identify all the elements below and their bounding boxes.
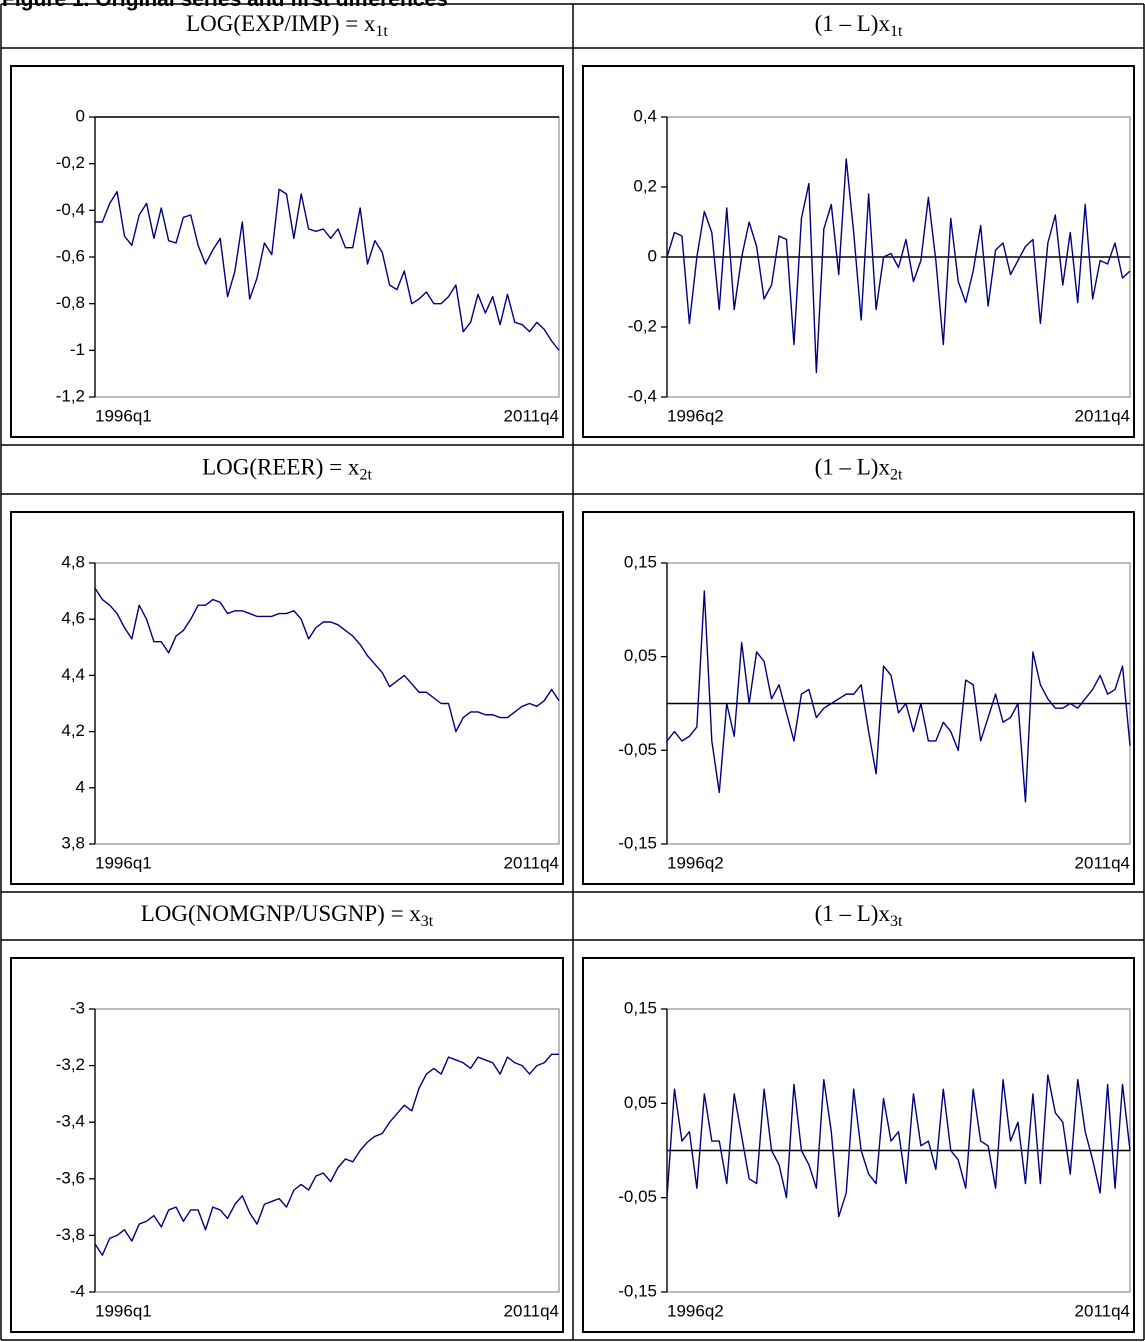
y-tick-label: -0,4 bbox=[628, 386, 657, 405]
y-tick-label: -0,2 bbox=[628, 316, 657, 335]
y-tick-label: 4,2 bbox=[61, 721, 85, 740]
header-text: LOG(EXP/IMP) = x bbox=[186, 11, 376, 36]
x-tick-label: 1996q1 bbox=[95, 1301, 152, 1320]
header-text: (1 – L)x bbox=[815, 901, 891, 926]
series-line bbox=[95, 188, 560, 351]
y-tick-label: 0 bbox=[648, 246, 657, 265]
y-tick-label: -0,2 bbox=[56, 153, 85, 172]
y-tick-label: -4 bbox=[70, 1281, 85, 1300]
y-tick-label: 0,15 bbox=[624, 998, 657, 1017]
header-subscript: 1t bbox=[890, 23, 903, 40]
y-tick-label: -3,4 bbox=[56, 1112, 85, 1131]
y-tick-label: -0,6 bbox=[56, 246, 85, 265]
y-tick-label: 0 bbox=[76, 106, 85, 125]
header-text: LOG(NOMGNP/USGNP) = x bbox=[141, 901, 422, 926]
x-tick-label: 1996q2 bbox=[667, 1301, 724, 1320]
y-tick-label: 3,8 bbox=[61, 833, 85, 852]
header-subscript: 1t bbox=[375, 23, 388, 40]
x-tick-label: 2011q4 bbox=[504, 853, 559, 872]
y-tick-label: -3 bbox=[70, 998, 85, 1017]
y-tick-label: 4 bbox=[76, 777, 85, 796]
y-tick-label: -0,05 bbox=[618, 740, 657, 759]
chart-box bbox=[582, 511, 1135, 885]
header-subscript: 3t bbox=[890, 913, 903, 930]
y-tick-label: -0,15 bbox=[618, 833, 657, 852]
figure-title: Figure 1. Original series and first diff… bbox=[2, 0, 448, 11]
y-tick-label: 0,05 bbox=[624, 1093, 657, 1112]
x-tick-label: 1996q2 bbox=[667, 853, 724, 872]
column-header: (1 – L)x3t bbox=[815, 901, 903, 929]
column-header: (1 – L)x2t bbox=[815, 455, 903, 483]
y-tick-label: 0,2 bbox=[633, 176, 657, 195]
series-line bbox=[94, 1053, 559, 1256]
header-text: (1 – L)x bbox=[815, 11, 891, 36]
header-subscript: 3t bbox=[421, 913, 434, 930]
y-tick-label: -0,15 bbox=[618, 1281, 657, 1300]
x-tick-label: 1996q2 bbox=[667, 406, 724, 425]
chart-box bbox=[10, 957, 564, 1333]
header-text: (1 – L)x bbox=[815, 455, 891, 480]
y-tick-label: 0,4 bbox=[633, 106, 657, 125]
y-tick-label: -3,6 bbox=[56, 1168, 85, 1187]
column-header: LOG(EXP/IMP) = x1t bbox=[186, 11, 388, 39]
y-tick-label: 0,05 bbox=[624, 646, 657, 665]
x-tick-label: 2011q4 bbox=[1075, 406, 1130, 425]
chart-box bbox=[582, 957, 1135, 1333]
header-text: LOG(REER) = x bbox=[202, 455, 360, 480]
y-tick-label: 0,15 bbox=[624, 552, 657, 571]
y-tick-label: -0,4 bbox=[56, 200, 85, 219]
column-header: (1 – L)x1t bbox=[815, 11, 903, 39]
plot-frame bbox=[94, 116, 560, 398]
x-tick-label: 2011q4 bbox=[1075, 853, 1130, 872]
series-line bbox=[94, 587, 560, 733]
chart-box bbox=[582, 65, 1135, 438]
series-line bbox=[666, 158, 1131, 374]
y-tick-label: 4,4 bbox=[61, 665, 85, 684]
x-tick-label: 2011q4 bbox=[504, 1301, 559, 1320]
chart-box bbox=[10, 511, 564, 885]
x-tick-label: 2011q4 bbox=[504, 406, 559, 425]
header-subscript: 2t bbox=[359, 466, 372, 483]
y-tick-label: 4,8 bbox=[61, 552, 85, 571]
column-header: LOG(NOMGNP/USGNP) = x3t bbox=[141, 901, 434, 929]
header-subscript: 2t bbox=[890, 466, 903, 483]
x-tick-label: 2011q4 bbox=[1075, 1301, 1130, 1320]
series-line bbox=[666, 1074, 1131, 1218]
y-tick-label: -1,2 bbox=[56, 386, 85, 405]
y-tick-label: -0,05 bbox=[618, 1187, 657, 1206]
x-tick-label: 1996q1 bbox=[95, 853, 152, 872]
chart-box bbox=[10, 65, 564, 438]
y-tick-label: -1 bbox=[70, 340, 85, 359]
y-tick-label: 4,6 bbox=[61, 609, 85, 628]
y-tick-label: -3,2 bbox=[56, 1055, 85, 1074]
x-tick-label: 1996q1 bbox=[95, 406, 152, 425]
plot-frame bbox=[94, 562, 560, 845]
series-line bbox=[666, 590, 1131, 803]
y-tick-label: -0,8 bbox=[56, 293, 85, 312]
y-tick-label: -3,8 bbox=[56, 1225, 85, 1244]
column-header: LOG(REER) = x2t bbox=[202, 455, 372, 483]
plot-frame bbox=[94, 1008, 560, 1293]
